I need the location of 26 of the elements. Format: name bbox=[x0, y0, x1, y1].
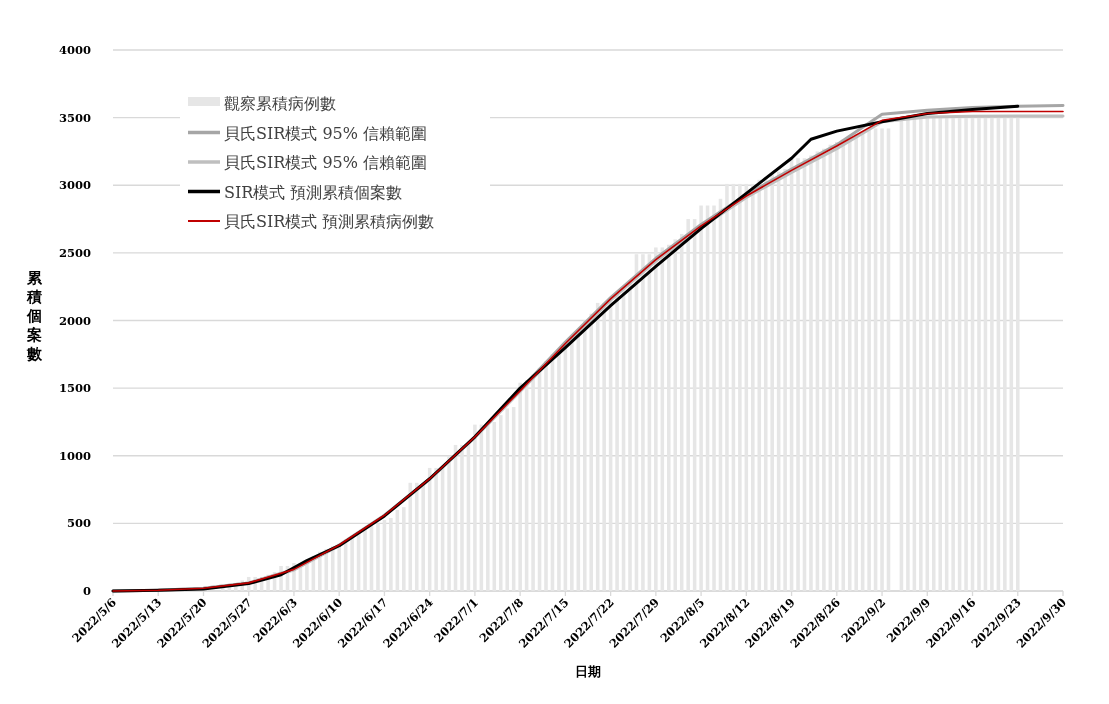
bar bbox=[330, 546, 335, 591]
legend-label: 貝氏SIR模式 95% 信賴範圍 bbox=[224, 153, 428, 172]
bar bbox=[414, 482, 419, 591]
y-tick-label: 3000 bbox=[58, 178, 91, 193]
y-tick-label: 500 bbox=[66, 516, 91, 531]
bar bbox=[589, 313, 594, 591]
legend-label: 觀察累積病例數 bbox=[224, 94, 336, 113]
y-tick-label: 1500 bbox=[58, 381, 91, 396]
y-tick-label: 2000 bbox=[58, 313, 91, 328]
y-tick-label: 2500 bbox=[58, 245, 91, 260]
bar bbox=[757, 179, 762, 591]
legend-label: 貝氏SIR模式 95% 信賴範圍 bbox=[224, 123, 428, 143]
bar bbox=[1015, 117, 1020, 591]
legend-label: 貝氏SIR模式 預測累積病例數 bbox=[224, 212, 435, 231]
y-tick-label: 1000 bbox=[58, 448, 91, 463]
y-tick-label: 4000 bbox=[58, 43, 91, 57]
bar bbox=[841, 139, 846, 591]
bar bbox=[498, 415, 503, 591]
y-axis-title: 累積個案數 bbox=[25, 269, 43, 363]
x-axis-title: 日期 bbox=[575, 664, 601, 679]
y-tick-label: 0 bbox=[82, 584, 91, 598]
bar bbox=[582, 320, 587, 591]
bar bbox=[931, 117, 936, 591]
legend-label: SIR模式 預測累積個案數 bbox=[224, 182, 403, 202]
y-tick-label: 3500 bbox=[58, 110, 91, 125]
bar bbox=[673, 239, 678, 591]
